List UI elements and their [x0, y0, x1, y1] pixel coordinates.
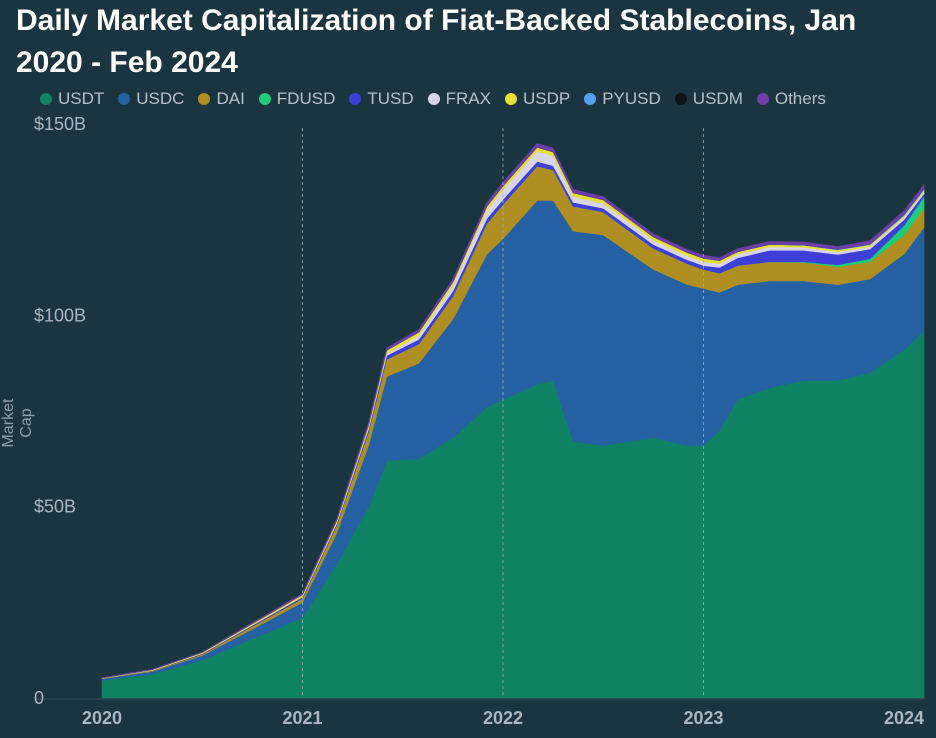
legend-label: Others — [774, 89, 826, 108]
legend-item-fdusd[interactable]: FDUSD — [258, 89, 336, 109]
legend-swatch — [504, 93, 517, 105]
gridlines — [36, 128, 924, 700]
legend-label: DAI — [216, 89, 245, 108]
legend-item-frax[interactable]: FRAX — [427, 89, 491, 109]
legend-item-tusd[interactable]: TUSD — [349, 89, 414, 109]
y-tick-label: $100B — [34, 305, 86, 325]
y-tick-label: $50B — [34, 497, 76, 517]
x-tick-label: 2020 — [82, 708, 122, 728]
x-tick-label: 2024 — [884, 708, 924, 728]
legend-swatch — [258, 93, 271, 105]
legend-item-usdm[interactable]: USDM — [674, 89, 743, 109]
legend-item-usdp[interactable]: USDP — [504, 89, 571, 109]
legend-label: USDT — [58, 89, 105, 108]
legend-item-usdc[interactable]: USDC — [118, 89, 184, 109]
area-others — [101, 143, 925, 679]
legend-label: FRAX — [445, 89, 491, 108]
legend-swatch — [118, 93, 131, 105]
legend-swatch — [40, 93, 52, 105]
legend-item-dai[interactable]: DAI — [198, 89, 245, 109]
x-ticks: 2020 2021 2022 2023 2024 — [82, 708, 924, 728]
legend-swatch — [584, 93, 597, 105]
x-tick-label: 2022 — [483, 708, 523, 728]
chart-title: Daily Market Capitalization of Fiat-Back… — [16, 4, 857, 79]
legend: USDT USDC DAI FDUSD TUSD FRAX USDP PYUSD USDM Oth… — [40, 88, 826, 110]
legend-item-usdt[interactable]: USDT — [40, 89, 104, 109]
y-tick-label: $150B — [34, 114, 86, 134]
x-tick-label: 2021 — [282, 708, 322, 728]
legend-swatch — [349, 93, 362, 105]
legend-label: PYUSD — [602, 89, 661, 108]
legend-label: USDC — [136, 89, 185, 108]
legend-item-others[interactable]: Others — [756, 89, 826, 109]
legend-item-pyusd[interactable]: PYUSD — [584, 89, 661, 109]
y-tick-label: 0 — [34, 688, 44, 708]
legend-label: TUSD — [367, 89, 414, 108]
legend-label: USDM — [692, 89, 743, 108]
y-ticks: 0 $50B $100B $150B — [34, 114, 86, 708]
area-layers — [101, 143, 925, 699]
legend-swatch — [198, 93, 211, 105]
legend-swatch — [427, 93, 440, 105]
legend-swatch — [674, 93, 687, 105]
legend-label: FDUSD — [276, 89, 336, 108]
legend-swatch — [756, 93, 769, 105]
x-tick-label: 2023 — [683, 708, 723, 728]
legend-label: USDP — [522, 89, 571, 108]
